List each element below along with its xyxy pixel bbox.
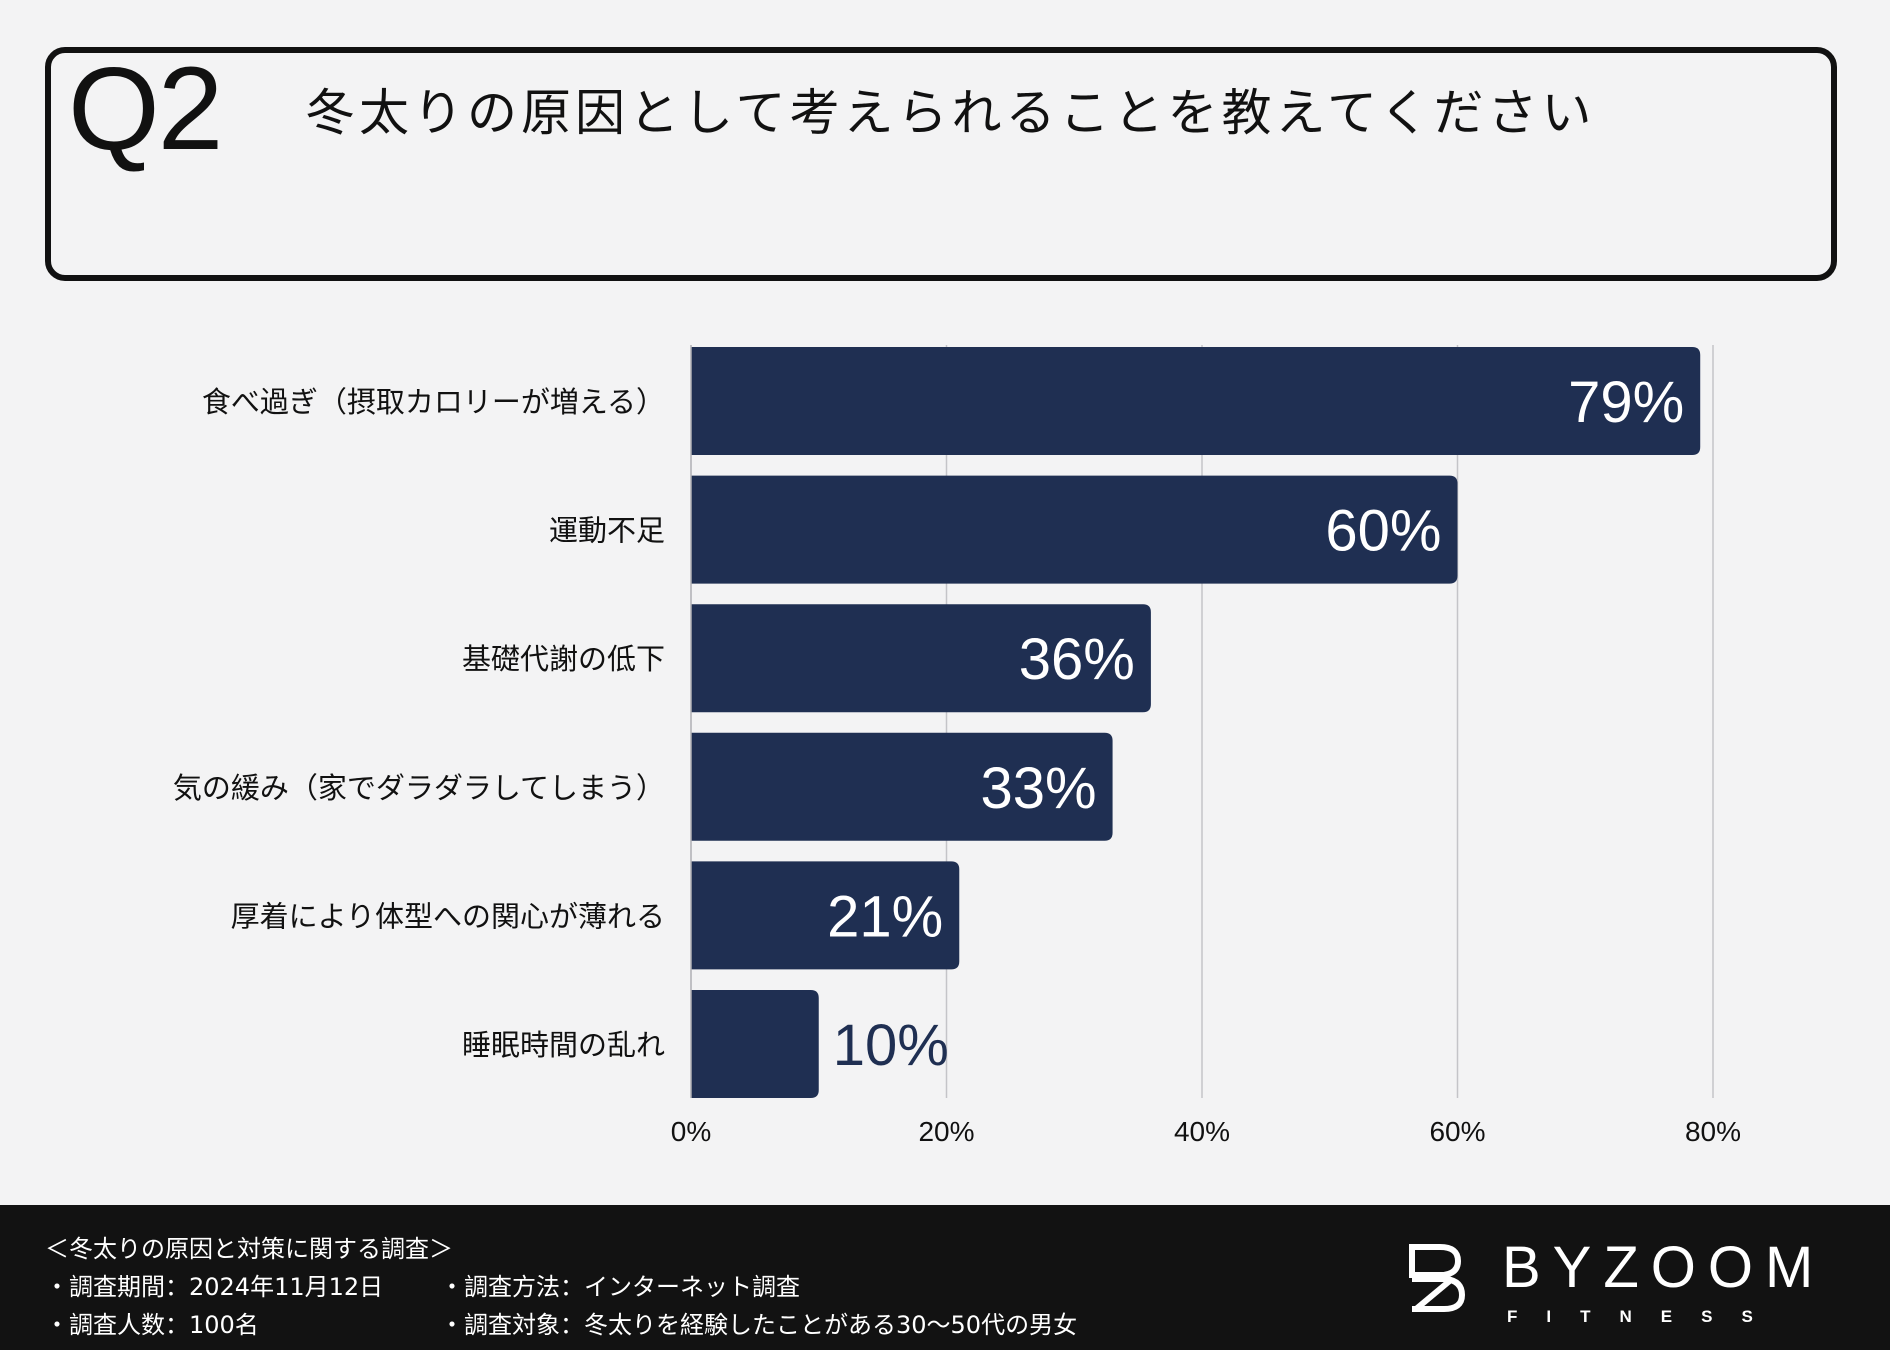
- footer: ＜冬太りの原因と対策に関する調査＞ ・調査期間：2024年11月12日 ・調査方…: [0, 1205, 1890, 1350]
- data-label: 33%: [980, 756, 1096, 821]
- category-label: 気の緩み（家でダラダラしてしまう）: [173, 771, 665, 805]
- data-label: 10%: [833, 1013, 949, 1078]
- category-label: 基礎代謝の低下: [462, 642, 665, 676]
- byzoom-logo-icon: [1409, 1244, 1466, 1312]
- x-tick-label: 0%: [671, 1116, 711, 1147]
- brand-sub: FITNESS: [1507, 1307, 1782, 1326]
- brand-name: BYZOOM: [1502, 1235, 1826, 1300]
- x-tick-label: 40%: [1174, 1116, 1230, 1147]
- category-label: 睡眠時間の乱れ: [462, 1028, 665, 1062]
- category-label: 運動不足: [549, 514, 665, 548]
- bar: [691, 732, 1113, 841]
- x-tick-label: 80%: [1685, 1116, 1741, 1147]
- bar: [691, 604, 1151, 713]
- survey-period: ・調査期間：2024年11月12日: [45, 1273, 384, 1301]
- x-tick-label: 60%: [1429, 1116, 1485, 1147]
- data-label: 79%: [1568, 370, 1684, 435]
- bar-chart: 食べ過ぎ（摂取カロリーが増える） 79% 運動不足 60% 基礎代謝の低下 36% 気の緩み…: [173, 345, 1741, 1147]
- survey-title: ＜冬太りの原因と対策に関する調査＞: [45, 1235, 453, 1263]
- data-label: 36%: [1019, 627, 1135, 692]
- bar: [691, 475, 1458, 584]
- bar: [691, 990, 819, 1098]
- category-label: 厚着により体型への関心が薄れる: [231, 899, 665, 933]
- data-label: 60%: [1325, 499, 1441, 564]
- x-tick-label: 20%: [918, 1116, 974, 1147]
- question-box: [45, 47, 1837, 281]
- bar: [691, 861, 960, 970]
- survey-target: ・調査対象：冬太りを経験したことがある30〜50代の男女: [440, 1311, 1078, 1339]
- question-number: Q2: [68, 43, 223, 175]
- survey-method: ・調査方法：インターネット調査: [440, 1273, 800, 1301]
- question-text: 冬太りの原因として考えられることを教えてください: [305, 84, 1596, 142]
- survey-count: ・調査人数：100名: [45, 1311, 259, 1339]
- data-label: 21%: [827, 884, 943, 949]
- bar: [691, 347, 1701, 455]
- category-label: 食べ過ぎ（摂取カロリーが増える）: [202, 385, 665, 419]
